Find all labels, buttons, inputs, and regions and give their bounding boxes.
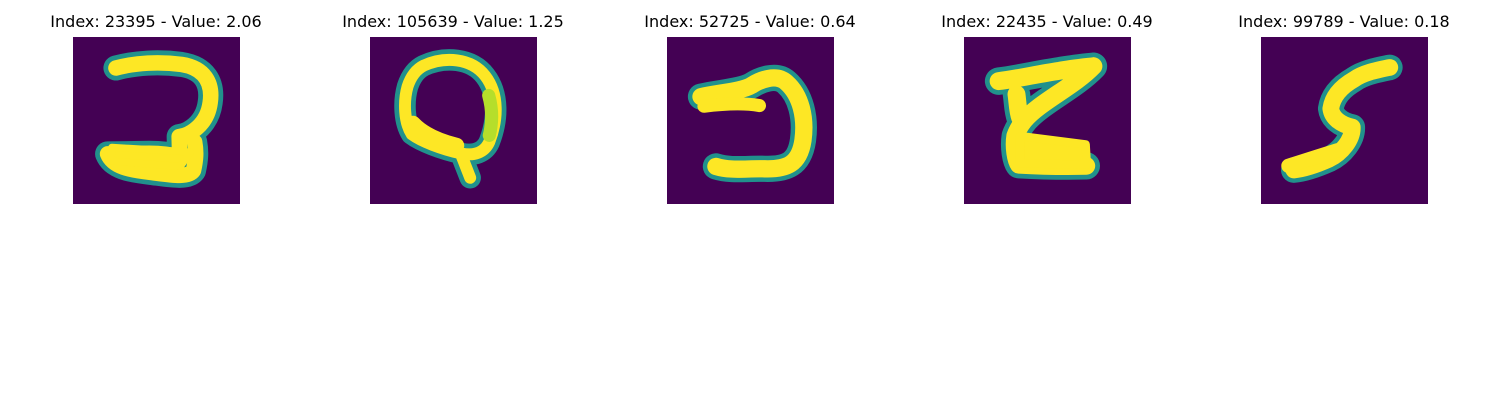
panel-1: Index: 23395 - Value: 2.06: [0, 0, 300, 210]
glyph-image-backwards-2: [73, 37, 240, 204]
panel-4: Index: 22435 - Value: 0.49: [891, 0, 1191, 210]
glyph-s-svg: [1261, 37, 1428, 204]
panel-2: Index: 105639 - Value: 1.25: [297, 0, 597, 210]
panel-title: Index: 105639 - Value: 1.25: [342, 12, 564, 31]
panel-title: Index: 22435 - Value: 0.49: [941, 12, 1153, 31]
glyph-image-backwards-c: [667, 37, 834, 204]
glyph-image-s: [1261, 37, 1428, 204]
panel-title: Index: 52725 - Value: 0.64: [644, 12, 856, 31]
glyph-backwards-2-svg: [73, 37, 240, 204]
panel-5: Index: 99789 - Value: 0.18: [1188, 0, 1488, 210]
glyph-q-svg: [370, 37, 537, 204]
glyph-z-svg: [964, 37, 1131, 204]
panel-3: Index: 52725 - Value: 0.64: [594, 0, 894, 210]
glyph-image-q: [370, 37, 537, 204]
panel-title: Index: 99789 - Value: 0.18: [1238, 12, 1450, 31]
glyph-backwards-c-svg: [667, 37, 834, 204]
panel-title: Index: 23395 - Value: 2.06: [50, 12, 262, 31]
glyph-image-z: [964, 37, 1131, 204]
